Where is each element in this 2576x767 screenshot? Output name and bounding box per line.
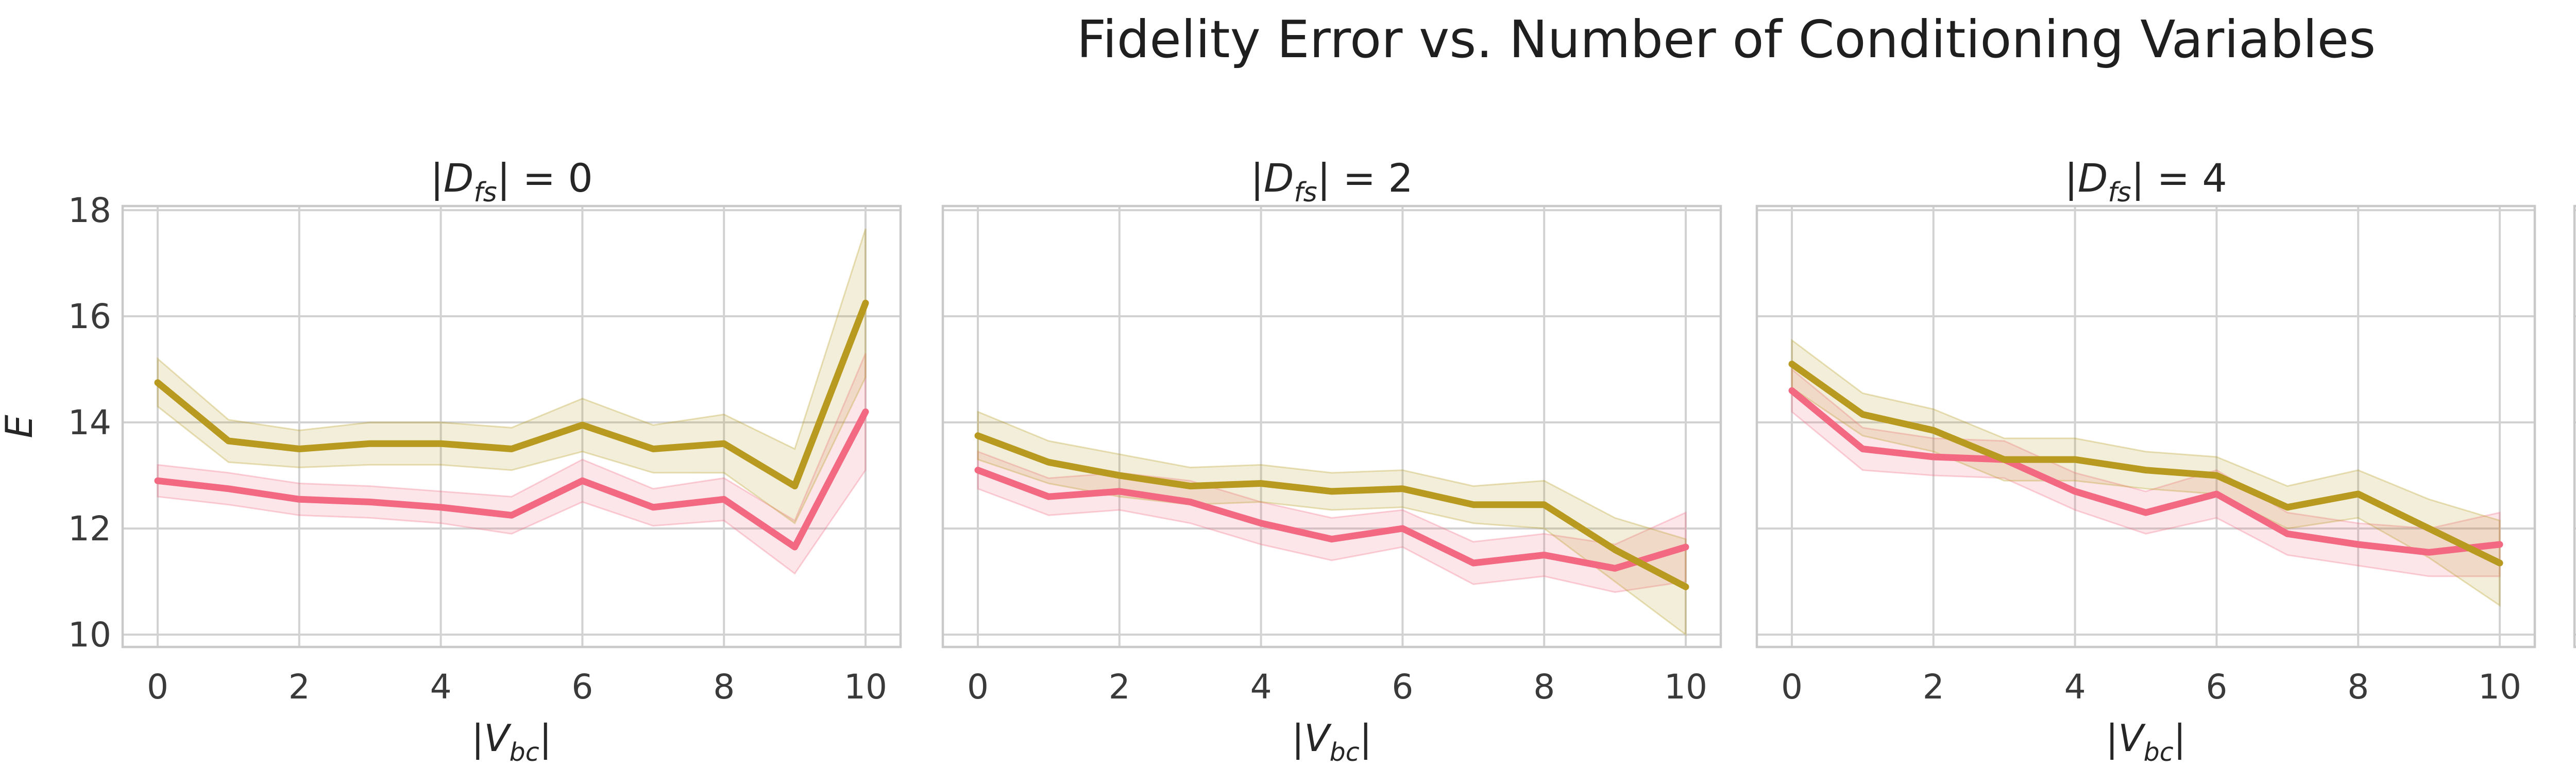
x-tick-label: 10	[2478, 667, 2521, 707]
x-tick-label: 8	[2347, 667, 2369, 707]
x-tick-label: 10	[1664, 667, 1707, 707]
subplot-2: |Dfs| = 4 0 2 4 6 8 10 |Vbc|	[1755, 155, 2536, 767]
subplot-title: |Dfs| = 4	[2064, 155, 2227, 208]
democrat-confidence-band	[157, 353, 867, 575]
y-tick-label: 12	[68, 509, 111, 549]
subplot-title: |Dfs| = 2	[1250, 155, 1413, 208]
axes-spines	[121, 204, 902, 649]
x-tick-label: 2	[1109, 667, 1130, 707]
republican-line	[154, 299, 869, 490]
subplot-3: |Dfs| = 60246810|Vbc|	[2573, 204, 2576, 649]
democrat-line	[154, 408, 869, 551]
subplot-1: |Dfs| = 2 0 2 4 6 8 10 |Vbc|	[941, 155, 1722, 767]
x-tick-label: 2	[289, 667, 310, 707]
x-tick-label: 8	[713, 667, 735, 707]
x-axis-label: |Vbc|	[1292, 717, 1372, 767]
x-tick-label: 4	[2064, 667, 2086, 707]
x-tick-label: 6	[1392, 667, 1413, 707]
republican-line	[974, 432, 1689, 590]
x-tick-label: 4	[1250, 667, 1272, 707]
x-tick-label: 2	[1923, 667, 1944, 707]
x-tick-label: 0	[147, 667, 168, 707]
x-tick-label: 8	[1533, 667, 1555, 707]
subplot-title: |Dfs| = 0	[430, 155, 593, 208]
x-axis-label: |Vbc|	[2106, 717, 2186, 767]
x-tick-label: 6	[571, 667, 593, 707]
x-tick-label: 6	[2206, 667, 2227, 707]
x-axis-label: |Vbc|	[471, 717, 552, 767]
y-tick-label: 10	[68, 615, 111, 655]
republican-line	[1788, 361, 2503, 567]
x-tick-label: 10	[844, 667, 887, 707]
x-tick-label: 0	[1781, 667, 1803, 707]
subplot-0: |Dfs| = 0 0 2 4 6 8 10 |Vbc| 10 12 14 16 18	[68, 155, 902, 767]
y-tick-label: 18	[68, 191, 111, 230]
y-tick-label: 16	[68, 297, 111, 336]
y-tick-label: 14	[68, 403, 111, 442]
axes-spines	[941, 204, 1722, 649]
axes-spines	[2573, 204, 2576, 649]
x-tick-label: 4	[430, 667, 452, 707]
y-axis-label: E	[0, 415, 41, 438]
democrat-line	[1788, 387, 2503, 556]
axes-spines	[1755, 204, 2536, 649]
democrat-line	[974, 467, 1689, 572]
figure-title: Fidelity Error vs. Number of Conditionin…	[1076, 9, 2376, 70]
x-tick-label: 0	[967, 667, 989, 707]
republican-confidence-band	[977, 411, 1687, 636]
